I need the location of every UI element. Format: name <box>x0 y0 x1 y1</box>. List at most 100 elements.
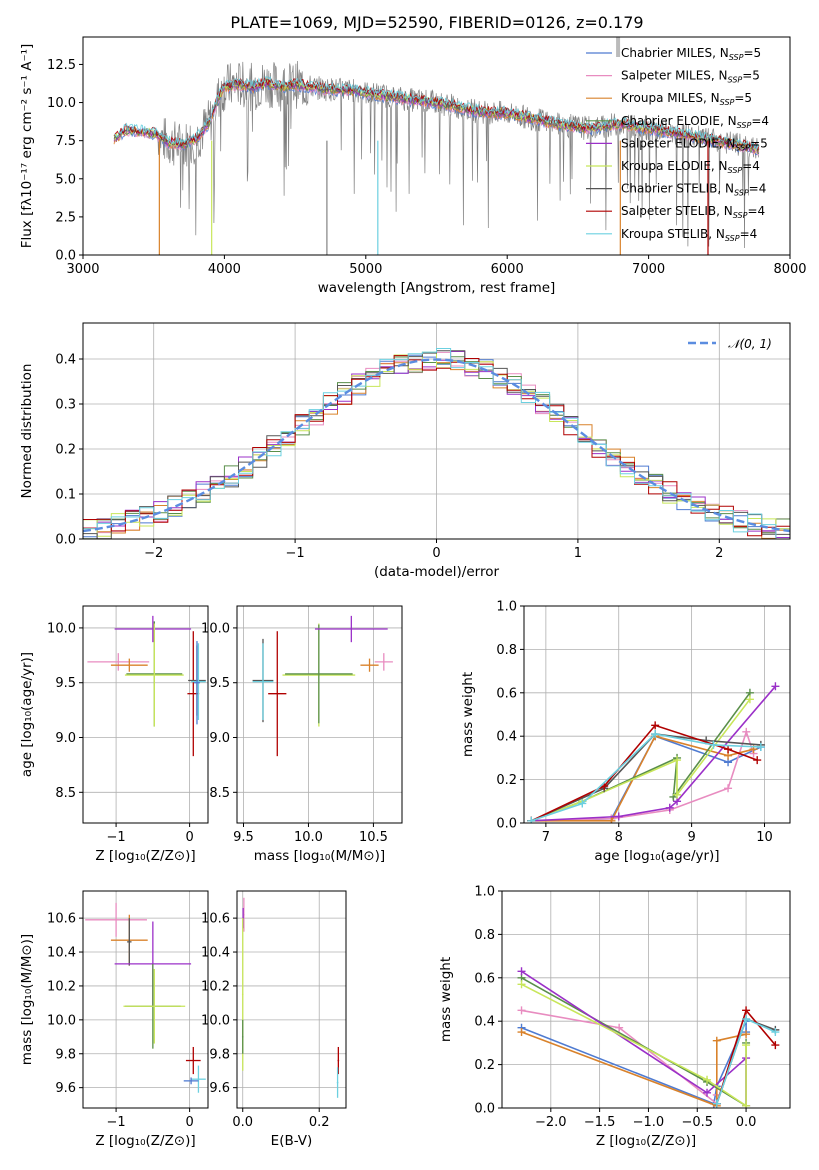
x-axis-label: wavelength [Angstrom, rest frame] <box>318 280 556 296</box>
weight-marker <box>742 1041 751 1050</box>
weight-marker <box>745 695 754 704</box>
legend-entry: Salpeter STELIB, NSSP=4 <box>621 204 765 220</box>
errorbar-point <box>110 658 148 672</box>
axes-frame <box>523 605 791 824</box>
weight-marker <box>724 784 733 793</box>
weight-marker <box>742 1030 751 1039</box>
x-tick-label: 0 <box>185 1115 193 1130</box>
masked-band <box>616 37 621 57</box>
x-tick-label: 5000 <box>349 262 382 277</box>
plot-area <box>252 615 393 757</box>
x-tick-label: 10.0 <box>294 830 323 845</box>
x-tick-label: −0.5 <box>681 1115 713 1130</box>
y-axis-label: mass weight <box>438 957 454 1042</box>
errorbar-point <box>374 653 393 671</box>
x-tick-label: 1 <box>574 546 582 561</box>
errorbar-point <box>194 641 200 725</box>
y-tick-label: 1.0 <box>496 600 517 615</box>
y-tick-label: 8.5 <box>55 786 76 801</box>
y-tick-label: 9.0 <box>209 731 230 746</box>
legend-entry: Kroupa ELODIE, NSSP=4 <box>621 159 760 175</box>
y-tick-label: 0.2 <box>55 443 76 458</box>
x-tick-label: 9.5 <box>233 830 254 845</box>
panel-residuals: −2 −1 0 1 2 0.0 0.1 0.2 0.3 0.4 (data-model)/error… <box>19 322 791 580</box>
weight-marker <box>771 1041 780 1050</box>
legend-entry: Chabrier STELIB, NSSP=4 <box>621 182 766 198</box>
weight-marker <box>517 1006 526 1015</box>
y-tick-label: 9.5 <box>209 676 230 691</box>
plot-area <box>113 37 760 255</box>
y-tick-label: 9.8 <box>209 1047 230 1062</box>
weight-marker <box>651 721 660 730</box>
legend-entry: Salpeter ELODIE, NSSP=5 <box>621 136 768 152</box>
weight-marker <box>712 1036 721 1045</box>
y-tick-label: 2.5 <box>55 210 76 225</box>
y-tick-label: 7.5 <box>55 134 76 149</box>
errorbar-point <box>87 653 150 671</box>
y-tick-label: 10.6 <box>201 912 230 927</box>
y-axis-label: Normed distribution <box>19 364 35 499</box>
y-tick-label: 10.0 <box>47 621 76 636</box>
panel-mass-vs-EBV: 0.0 0.2 9.6 9.8 10.0 10.2 10.4 10.6 E(B-V) <box>201 890 347 1149</box>
panel-weight-vs-age: 7 8 9 10 0.0 0.2 0.4 0.6 0.8 1.0 age [log₁₀(age/yr… <box>460 600 791 864</box>
x-tick-label: 10.5 <box>359 830 388 845</box>
y-tick-label: 0.4 <box>474 1015 495 1030</box>
x-tick-label: −1 <box>286 546 305 561</box>
axes-frame <box>501 890 791 1109</box>
y-tick-label: 9.5 <box>55 676 76 691</box>
x-tick-label: 6000 <box>491 262 524 277</box>
x-tick-label: −1 <box>107 830 126 845</box>
weight-marker <box>753 756 762 765</box>
weight-marker <box>742 727 751 736</box>
weight-marker <box>703 1088 712 1097</box>
weight-marker <box>771 682 780 691</box>
y-axis-label: mass [log₁₀(M/M⊙)] <box>19 934 35 1065</box>
weight-marker <box>724 745 733 754</box>
x-tick-label: 0 <box>432 546 440 561</box>
weight-series-line <box>531 692 751 822</box>
weight-marker <box>673 790 682 799</box>
legend-entry: Chabrier MILES, NSSP=5 <box>621 46 761 62</box>
x-tick-label: 0.0 <box>736 1115 757 1130</box>
legend-entry: Salpeter MILES, NSSP=5 <box>621 69 760 85</box>
errorbar-point <box>314 615 388 643</box>
axes-frame <box>82 36 791 256</box>
errorbar-point <box>124 623 184 727</box>
y-tick-label: 9.6 <box>55 1081 76 1096</box>
x-axis-label: age [log₁₀(age/yr)] <box>594 848 719 864</box>
axes-frame <box>236 890 347 1109</box>
errorbar-point <box>185 1046 201 1075</box>
x-tick-label: 2 <box>715 546 723 561</box>
plot-area <box>241 897 340 1098</box>
errorbar-point <box>85 902 147 937</box>
weight-marker <box>517 980 526 989</box>
plot-area <box>87 615 206 757</box>
errorbar-point <box>183 1077 199 1085</box>
errorbar-point <box>252 643 274 720</box>
weight-marker <box>709 740 718 749</box>
errorbar-point <box>191 1065 206 1093</box>
y-tick-label: 0.2 <box>496 773 517 788</box>
panel-weight-vs-Z: −2.0 −1.5 −1.0 −0.5 0.0 0.0 0.2 0.4 0.6 0.8 1.0 Z [… <box>438 885 791 1149</box>
x-tick-label: 10 <box>756 830 773 845</box>
x-tick-label: 0.0 <box>232 1115 253 1130</box>
errorbar-point <box>285 624 353 724</box>
panel-spectrum: 3000 4000 5000 6000 7000 8000 0.0 2.5 5.0 7.5 10.0… <box>19 36 807 296</box>
x-tick-label: 4000 <box>208 262 241 277</box>
x-tick-label: 3000 <box>66 262 99 277</box>
weight-series-line <box>521 1020 747 1105</box>
legend-entry: Chabrier ELODIE, NSSP=4 <box>621 114 769 130</box>
x-tick-label: 0.2 <box>309 1115 330 1130</box>
weight-marker <box>742 1101 751 1108</box>
x-tick-label: 9 <box>687 830 695 845</box>
y-tick-label: 0.3 <box>55 398 76 413</box>
y-tick-label: 10.6 <box>47 912 76 927</box>
weight-marker <box>607 816 616 823</box>
legend-entry: 𝒩(0, 1) <box>728 337 772 351</box>
y-tick-label: 10.2 <box>201 979 230 994</box>
weight-series-line <box>521 1031 747 1107</box>
y-tick-label: 0.0 <box>55 533 76 548</box>
y-tick-label: 10.0 <box>47 96 76 111</box>
plot-area <box>83 348 790 539</box>
